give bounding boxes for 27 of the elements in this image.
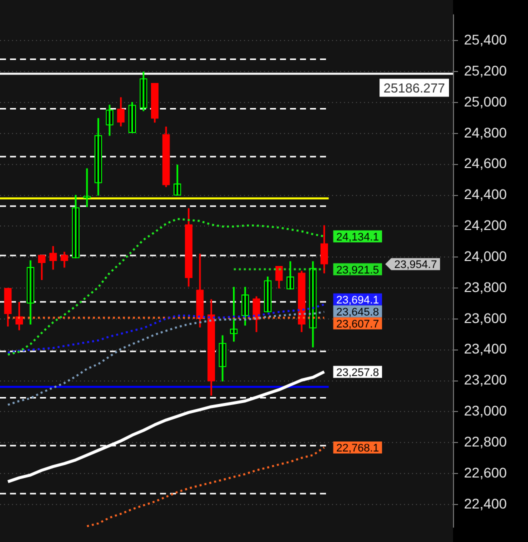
text: 23,954.7 (394, 259, 438, 272)
y-tick-label: 23,800 (464, 278, 508, 295)
data-label: 22,768.1 (336, 442, 380, 455)
data-label: 23,607.7 (336, 318, 380, 330)
data-label: 23,257.8 (336, 366, 380, 379)
y-tick-label: 25,000 (464, 93, 508, 110)
y-tick-label: 24,800 (464, 124, 508, 140)
ref-line-label: 25186.277 (384, 80, 445, 96)
y-tick-label: 23,200 (464, 372, 508, 388)
line-series (86, 446, 326, 528)
line-series (6, 218, 326, 356)
data-label: 23,921.5 (336, 264, 380, 276)
data-label: 24,134.1 (336, 231, 380, 244)
y-tick-label: 23,000 (464, 402, 508, 419)
y-tick-label: 24,400 (464, 186, 508, 202)
data-label: 23,694.1 (336, 294, 380, 306)
y-tick-label: 24,600 (464, 155, 508, 172)
y-tick-label: 22,600 (464, 464, 508, 480)
y-tick-label: 25,200 (464, 62, 508, 78)
y-tick-label: 24,200 (464, 217, 508, 234)
data-label: 23,645.8 (336, 306, 380, 318)
y-tick-label: 22,400 (464, 495, 508, 512)
y-tick-label: 23,600 (464, 310, 508, 326)
y-tick-label: 24,000 (464, 248, 508, 264)
y-tick-label: 25,400 (464, 32, 508, 48)
y-tick-label: 23,400 (464, 340, 508, 357)
y-tick-label: 22,800 (464, 433, 508, 450)
